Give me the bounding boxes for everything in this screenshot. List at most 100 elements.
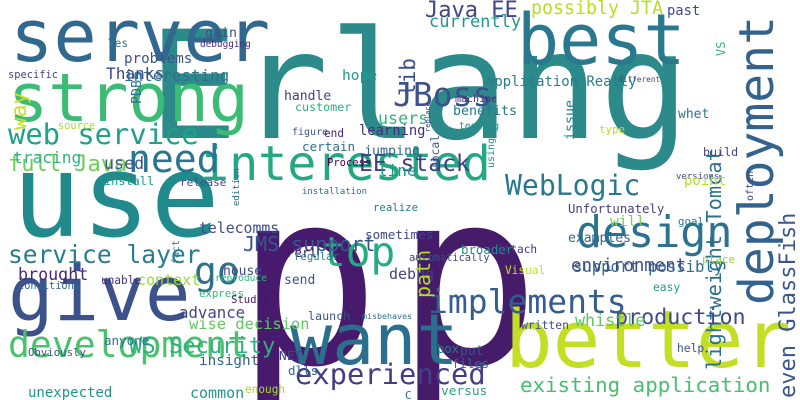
word-common: common (190, 384, 245, 400)
word-enough: enough (245, 383, 286, 396)
word-place: place (702, 253, 736, 266)
word-p-1: p (235, 140, 381, 400)
word-anyone: anyone (104, 333, 150, 348)
word-replace: replace (423, 102, 432, 132)
word-studio: Studio (231, 294, 270, 306)
word-attach: Attach (497, 243, 538, 256)
word-erlang: Erlang (148, 0, 690, 174)
word-jboss: JBoss (393, 75, 493, 114)
word-fact: fact (171, 239, 182, 264)
word-versions: versions (676, 172, 720, 182)
word-implements: implements (428, 282, 627, 321)
word-debugging: debugging (200, 39, 251, 50)
word-even-glassfish: even GlassFish (776, 212, 800, 398)
word-past: past (667, 3, 701, 19)
word-tracing: tracing (13, 148, 82, 167)
word-specific: specific (8, 69, 59, 81)
word-written: written (521, 318, 570, 332)
word-used: used (104, 153, 145, 173)
word-better: better (505, 293, 792, 386)
word-release: release (180, 176, 227, 189)
word-ee-stack: EE stack (359, 151, 470, 177)
word-handle: handle (284, 89, 332, 104)
word-install: install (104, 174, 155, 188)
word-advance: advance (179, 303, 246, 322)
word-regular: regular (294, 250, 340, 263)
word-interested: interested (200, 136, 491, 192)
word-versus: versus (441, 384, 488, 399)
word-line: line (378, 161, 417, 180)
word-best: best (517, 0, 686, 81)
word-currently: currently (429, 12, 522, 32)
word-gain: gain (205, 26, 238, 41)
word-visual: Visual (505, 264, 546, 277)
word-unfortunately: Unfortunately (568, 202, 665, 216)
word-hope: hope (342, 67, 378, 84)
word-service-layer: service layer (8, 240, 201, 269)
word-put: put (460, 344, 484, 359)
word-benefits: benefits (453, 104, 518, 119)
word-examples: examples (568, 231, 632, 246)
word-process: Process (327, 157, 372, 169)
word-figure: figure (292, 127, 329, 138)
word-automatically: automatically (409, 252, 490, 264)
word-thanks: Thanks (106, 64, 165, 83)
word-different: different (618, 75, 661, 84)
word-will: will (610, 213, 646, 230)
word-house: house (223, 264, 263, 279)
word-whistle: whistle (575, 310, 646, 330)
word-perl: Perl (287, 245, 318, 260)
word-server: server (10, 0, 271, 78)
word-easy: easy (653, 281, 681, 294)
word-end: end (324, 127, 345, 140)
word-box: box (437, 342, 460, 356)
word-full-java: full Java (8, 152, 128, 177)
word-installation: installation (302, 187, 368, 197)
word-machine: machine (455, 94, 498, 105)
word-weblogic: WebLogic (505, 169, 641, 202)
word-environment: environment (571, 256, 687, 276)
word-build: build (703, 145, 739, 159)
word-launch: launch (308, 309, 351, 323)
word-vs: VS (714, 41, 728, 56)
word-dlls: dlls (288, 363, 319, 378)
word-send: send (284, 273, 316, 288)
word-learning: learning (359, 123, 426, 139)
word-use: use (12, 130, 220, 264)
word-obviously: Obviously (28, 346, 86, 359)
word-p-2: p (395, 140, 541, 400)
word-experienced: experienced (295, 357, 486, 391)
word-problems: problems (124, 51, 193, 67)
word-issue: issue (563, 99, 578, 140)
word-go: go (194, 249, 240, 293)
word-type: type (599, 123, 626, 136)
word-misbehaves: misbehaves (362, 311, 412, 321)
word-broader: broader (461, 242, 514, 257)
word-want: want (290, 299, 459, 381)
word-using: using (486, 137, 497, 168)
word-need: need (128, 137, 220, 181)
word-source: source (58, 120, 96, 132)
word-lib: lib (396, 58, 420, 96)
word-strong: strong (8, 59, 249, 137)
word-unable: unable (101, 274, 142, 287)
word-yes: Yes (108, 37, 129, 50)
word-goal: goal (678, 215, 705, 228)
word-testing: testing (459, 121, 500, 132)
word-help: help (677, 342, 705, 355)
word-users: users (378, 108, 429, 128)
word-production: production (615, 305, 746, 330)
word-c: C (405, 389, 412, 400)
word-top: top (321, 228, 396, 276)
word-pdbs: PDBs (130, 71, 145, 104)
word-design: design (576, 208, 733, 258)
word-conditions: conditions (18, 280, 80, 292)
word-net: NET (279, 349, 303, 364)
word-point: point (684, 173, 727, 189)
word-jms-support: JMS support (243, 232, 376, 256)
word-interesting: interesting (124, 66, 230, 85)
word-web-service: web service (8, 117, 199, 151)
word-give: give (8, 250, 191, 338)
word-java-ee: Java EE (425, 0, 518, 23)
